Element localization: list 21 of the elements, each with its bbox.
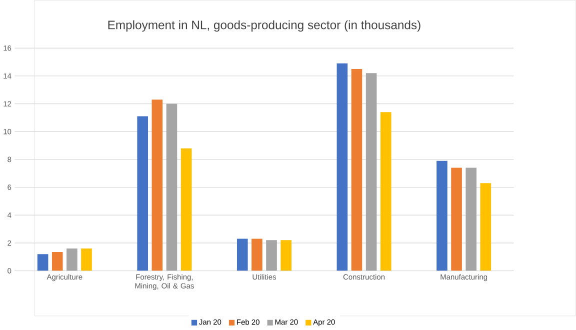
bar	[66, 248, 78, 271]
bar	[152, 100, 163, 271]
bar	[37, 254, 48, 271]
bar	[466, 168, 476, 271]
bar	[351, 69, 362, 271]
bar	[180, 148, 192, 271]
bar	[280, 240, 292, 271]
bar	[451, 168, 462, 271]
bar	[252, 238, 262, 271]
bar	[81, 248, 92, 271]
bar	[480, 183, 492, 271]
bar	[336, 63, 348, 271]
bar	[380, 112, 392, 271]
bar	[436, 160, 448, 271]
bar	[266, 240, 277, 271]
chart-title: Employment in NL, goods-producing sector (in thousands)	[108, 20, 420, 32]
bar	[366, 73, 377, 271]
bar	[52, 252, 63, 271]
bar	[236, 238, 248, 271]
bar	[166, 104, 178, 271]
bar	[137, 116, 148, 271]
